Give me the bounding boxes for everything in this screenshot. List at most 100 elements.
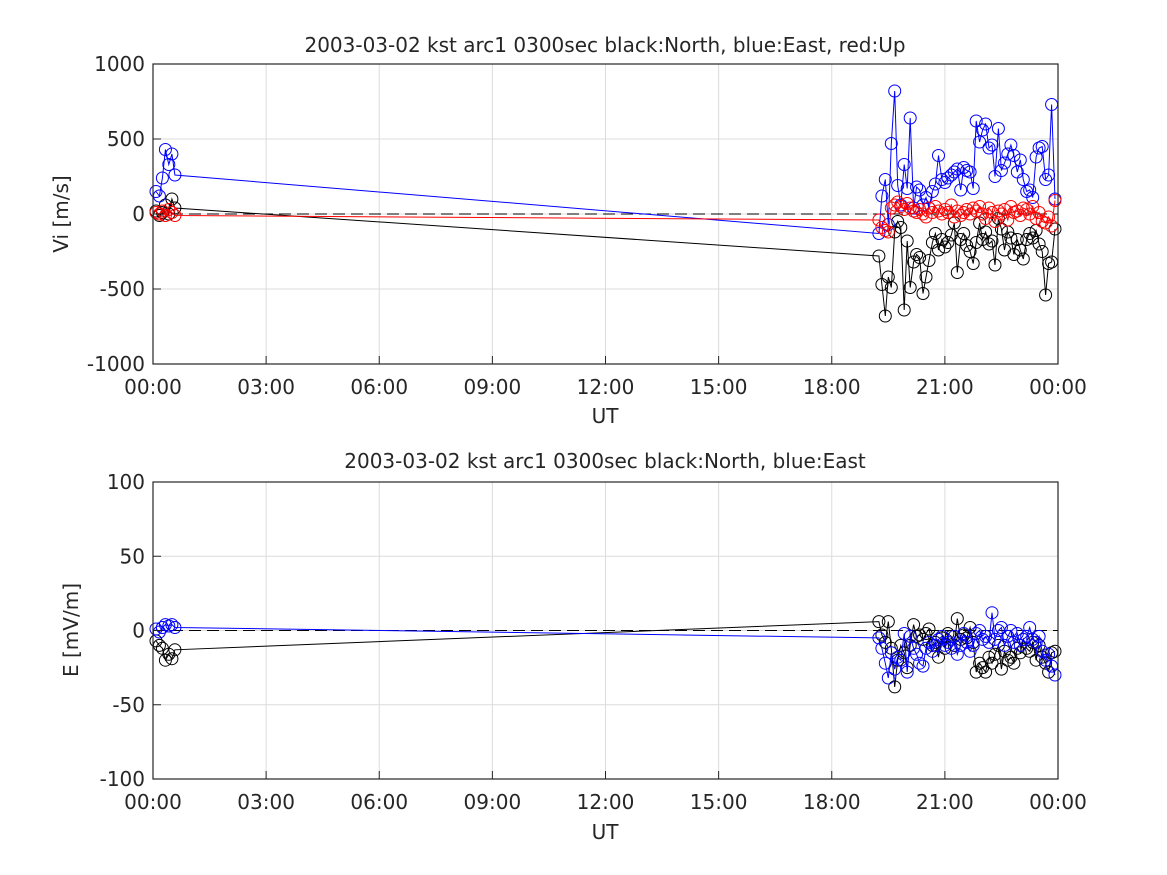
vi-series-east-point	[1016, 173, 1030, 186]
e-series-east-point	[979, 629, 993, 643]
vi-series-up-point	[919, 210, 933, 224]
e-y-axis-label: E [mV/m]	[59, 583, 83, 677]
vi-x-axis-label: UT	[592, 404, 620, 428]
e-series-north-point	[982, 650, 996, 664]
vi-series-east-point	[985, 138, 999, 152]
vi-series-up-point	[878, 224, 892, 237]
e-series-east-point	[963, 644, 977, 658]
e-y-tick-label: 100	[107, 470, 145, 494]
e-series-east-point	[966, 638, 980, 652]
e-series-east-point	[1023, 621, 1037, 634]
e-x-ticks: 00:00 03:00 06:00 09:00 12:00 15:00 18:00 21:00…	[124, 771, 1087, 814]
e-series-east-point	[900, 665, 914, 679]
vi-series-north-point	[1048, 222, 1062, 236]
vi-series-east-point	[884, 137, 898, 150]
e-y-tick-label: 0	[132, 619, 145, 643]
vi-series-up-point	[1023, 207, 1037, 221]
e-x-tick-label: 21:00	[916, 790, 974, 814]
e-series-east-point	[1035, 644, 1049, 658]
vi-series-north-point	[1035, 245, 1049, 258]
e-series-north-point	[1001, 653, 1015, 667]
vi-series-north-point	[960, 239, 974, 252]
vi-series-east-point	[168, 168, 182, 182]
e-series-north-point	[1013, 646, 1027, 660]
vi-series-east-point	[954, 183, 968, 197]
e-y-tick-label: -50	[112, 693, 145, 717]
vi-series-up-point	[155, 204, 169, 218]
vi-y-tick-label: 1000	[94, 52, 145, 76]
vi-series-up-point	[1039, 216, 1053, 230]
vi-series-north-point	[897, 303, 911, 317]
e-y-tick-label: -100	[100, 767, 145, 791]
e-series-north-point	[941, 627, 955, 640]
vi-series-north-point	[988, 258, 1002, 272]
e-series-north-point	[165, 652, 179, 666]
vi-series-east-point	[165, 147, 179, 161]
vi-y-tick-label: 500	[107, 127, 145, 151]
vi-series-east-point	[149, 185, 163, 198]
vi-series-east-point	[1004, 138, 1018, 152]
vi-series-north-point	[922, 254, 936, 267]
e-series-east-point	[950, 647, 964, 661]
e-series-north-point	[1029, 653, 1043, 667]
vi-series-north-point	[910, 248, 924, 261]
vi-series-east-point	[928, 177, 942, 191]
vi-series-up-point	[982, 201, 996, 215]
e-series-north-point	[922, 622, 936, 636]
vi-series-up-point	[1042, 210, 1056, 224]
e-series-north-point	[872, 615, 886, 629]
e-chart-title: 2003-03-02 kst arc1 0300sec black:North,…	[344, 449, 866, 473]
e-series-north-point	[919, 627, 933, 640]
e-series-east-point	[897, 627, 911, 640]
vi-series-north-point	[903, 281, 917, 294]
vi-series-up-point	[932, 204, 945, 218]
e-series-east-point	[1013, 638, 1027, 652]
vi-series-north-point	[938, 240, 952, 254]
e-series-east-point	[928, 638, 942, 652]
vi-series-east-point	[932, 149, 945, 162]
vi-series-north-point	[1016, 252, 1030, 266]
vi-series-up-point	[1004, 200, 1018, 213]
e-series-north-point	[888, 680, 902, 694]
e-series-east-point	[881, 671, 895, 685]
vi-series-north-point	[994, 222, 1008, 236]
e-x-tick-label: 15:00	[690, 790, 748, 814]
vi-series-up-point	[875, 221, 889, 234]
e-series-east-point	[888, 662, 902, 676]
vi-y-axis-label: Vi [m/s]	[49, 175, 73, 252]
vi-series-north-point	[881, 270, 895, 284]
vi-chart-title: 2003-03-02 kst arc1 0300sec black:North,…	[304, 33, 905, 57]
vi-series-up-point	[907, 204, 921, 218]
vi-series-north-point	[919, 270, 933, 284]
vi-series-up-point	[165, 206, 179, 219]
vi-series-east-point	[875, 189, 889, 203]
vi-series-up-point	[941, 206, 955, 219]
e-x-tick-label: 12:00	[577, 790, 635, 814]
e-series-north-point	[1039, 656, 1053, 670]
vi-series-up-point	[960, 203, 974, 216]
e-series-north-point	[994, 662, 1008, 676]
vi-series-east-point	[1023, 183, 1037, 197]
e-series-east-point	[938, 638, 952, 652]
vi-series-up-line	[155, 200, 1056, 233]
e-series-north-point	[979, 665, 993, 679]
vi-series-east-point	[1013, 153, 1027, 167]
vi-series-up-point	[922, 201, 936, 215]
e-series-north-point	[988, 647, 1002, 661]
e-series-north-point	[1007, 656, 1021, 670]
vi-series-east-point	[957, 161, 971, 174]
e-x-tick-label: 03:00	[237, 790, 295, 814]
e-x-tick-label: 18:00	[803, 790, 861, 814]
e-series-east-point	[872, 631, 886, 645]
e-series-north-point	[1042, 665, 1056, 679]
vi-series-east-point	[1035, 140, 1049, 153]
vi-series-east-point	[982, 141, 996, 155]
e-series-north-point	[969, 665, 983, 679]
e-field-panel: 100 50 0 -50 -100 00:00 03:00 06:00 09:00 12:00 1…	[59, 449, 1087, 844]
vi-x-tick-label: 00:00	[124, 375, 182, 399]
vi-x-tick-label: 15:00	[690, 375, 748, 399]
e-series-east-point	[1042, 647, 1056, 661]
vi-series-north-point	[878, 309, 892, 323]
vi-series-up-point	[158, 209, 172, 222]
